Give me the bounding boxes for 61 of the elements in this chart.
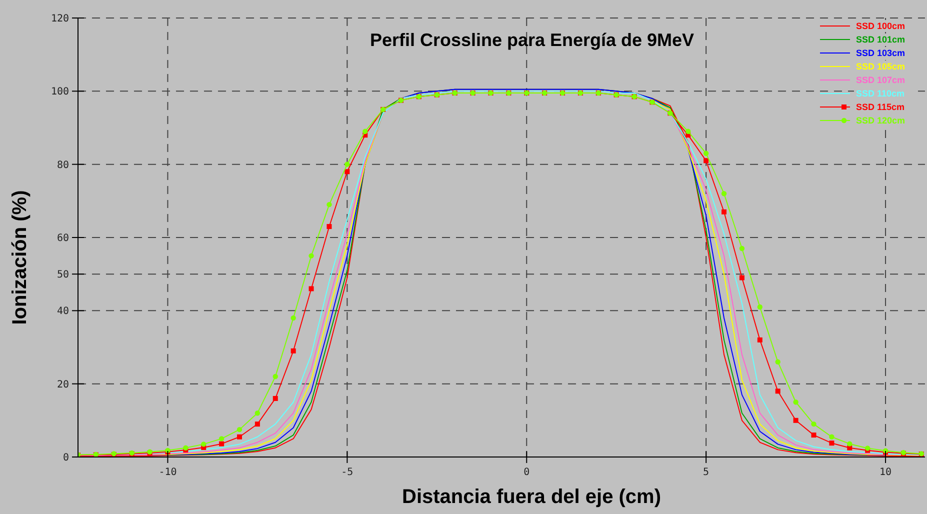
point: [183, 445, 188, 450]
point: [811, 432, 816, 438]
x-tick-label: -10: [158, 467, 177, 478]
y-tick-label: 0: [62, 452, 69, 464]
x-tick-label: 0: [524, 467, 530, 478]
point: [721, 191, 727, 196]
point: [219, 441, 224, 446]
point: [739, 275, 744, 280]
y-tick-label: 100: [50, 86, 69, 98]
legend-label: SSD 120cm: [856, 116, 906, 126]
point: [739, 246, 745, 252]
point: [757, 337, 762, 342]
point: [362, 128, 368, 134]
point: [829, 434, 834, 440]
x-tick-label: 5: [703, 467, 710, 478]
legend-label: SSD 110cm: [856, 88, 905, 98]
point: [290, 348, 296, 354]
point: [811, 421, 816, 427]
legend-label: SSD 105cm: [856, 62, 906, 72]
point: [237, 434, 242, 440]
y-tick-label: 80: [56, 160, 69, 171]
x-axis-title: Distancia fuera del eje (cm): [402, 486, 661, 508]
legend-label: SSD 115cm: [856, 102, 905, 112]
y-axis-title: Ionización (%): [9, 190, 31, 325]
point: [704, 158, 709, 164]
point: [344, 162, 350, 167]
legend-label: SSD 107cm: [856, 75, 906, 85]
x-tick-label: -5: [341, 467, 354, 478]
point: [272, 374, 278, 380]
legend-label: SSD 103cm: [856, 48, 906, 58]
point: [236, 426, 242, 432]
point: [201, 442, 206, 447]
y-tick-label: 120: [50, 14, 69, 24]
point: [829, 440, 834, 446]
y-tick-label: 60: [56, 233, 69, 244]
x-tick-label: 10: [880, 467, 892, 478]
point: [326, 202, 332, 208]
point: [757, 304, 763, 310]
point: [686, 128, 691, 134]
point: [344, 169, 350, 174]
point: [308, 253, 314, 258]
y-tick-label: 50: [56, 270, 69, 281]
y-tick-label: 20: [56, 379, 69, 390]
point: [308, 286, 314, 292]
point: [847, 441, 852, 446]
point: [775, 388, 780, 394]
point: [793, 418, 798, 423]
point: [326, 224, 332, 230]
point: [722, 209, 727, 214]
text: Perfil Crossline para Energía de 9MeV: [370, 30, 694, 50]
point: [775, 359, 780, 364]
point: [272, 396, 278, 401]
y-tick-label: 40: [56, 306, 69, 318]
point: [254, 422, 260, 427]
legend-label: SSD 101cm: [856, 34, 906, 44]
point: [290, 315, 296, 321]
point: [254, 410, 260, 416]
legend-label: SSD 100cm: [856, 21, 906, 31]
point: [703, 150, 709, 156]
point: [218, 436, 224, 442]
point: [793, 400, 798, 405]
